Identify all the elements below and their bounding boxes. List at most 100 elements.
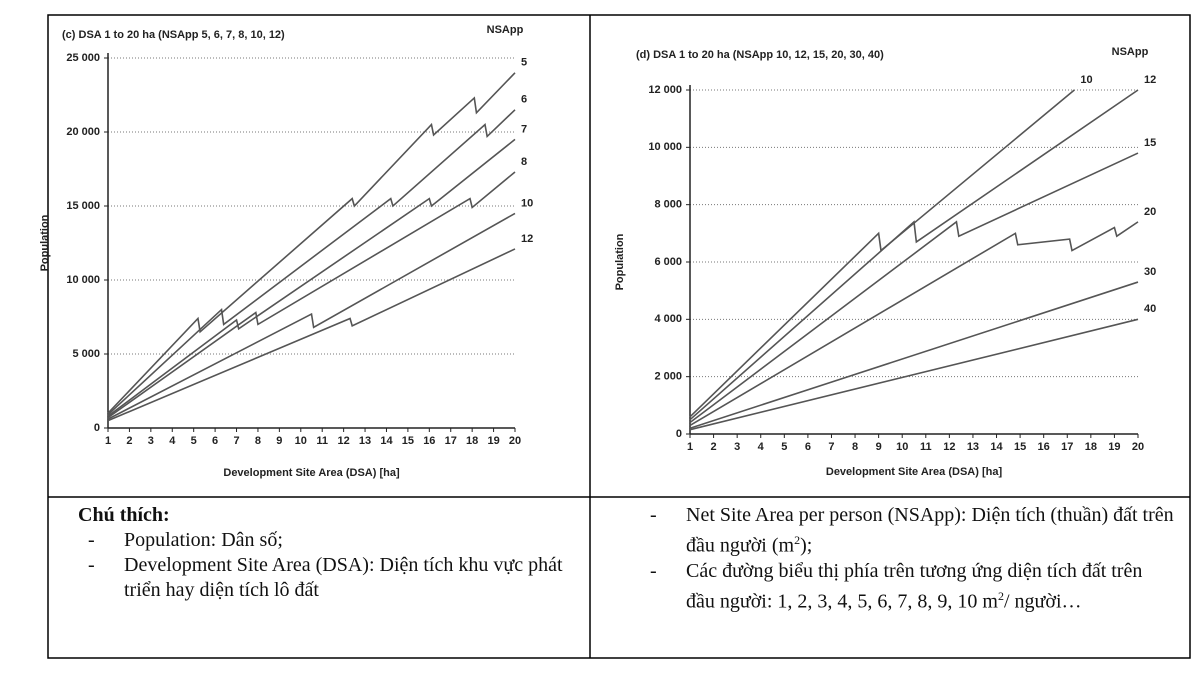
- x-tick-label: 13: [359, 435, 371, 447]
- x-tick-label: 8: [852, 441, 858, 453]
- series-label: 10: [521, 197, 533, 209]
- series-line: [689, 318, 1139, 431]
- x-tick-label: 1: [687, 441, 693, 453]
- x-tick-label: 3: [148, 435, 154, 447]
- x-tick-label: 14: [990, 441, 1003, 453]
- x-tick-label: 9: [876, 441, 882, 453]
- series-line: [689, 152, 1139, 424]
- y-tick-label: 6 000: [654, 256, 682, 268]
- x-tick-label: 15: [1014, 441, 1026, 453]
- series-label: 20: [1144, 206, 1156, 218]
- x-tick-label: 17: [1061, 441, 1073, 453]
- note-item: Net Site Area per person (NSApp): Diện t…: [640, 503, 1175, 559]
- x-tick-label: 10: [295, 435, 307, 447]
- note-item: Development Site Area (DSA): Diện tích k…: [78, 553, 583, 603]
- note-text: Các đường biểu thị phía trên tương ứng d…: [686, 559, 1143, 613]
- series-line: [689, 281, 1139, 430]
- x-tick-label: 20: [509, 435, 521, 447]
- x-tick-label: 4: [169, 435, 176, 447]
- x-tick-label: 18: [466, 435, 478, 447]
- series-line: [689, 89, 1075, 418]
- x-tick-label: 16: [1038, 441, 1050, 453]
- y-tick-label: 20 000: [66, 126, 100, 138]
- x-tick-label: 3: [734, 441, 740, 453]
- x-tick-label: 17: [445, 435, 457, 447]
- y-tick-label: 2 000: [654, 371, 682, 383]
- x-tick-label: 4: [758, 441, 765, 453]
- x-axis-label: Development Site Area (DSA) [ha]: [223, 467, 400, 479]
- note-text: / người…: [1003, 590, 1082, 613]
- x-tick-label: 10: [896, 441, 908, 453]
- series-label: 12: [1144, 74, 1156, 86]
- x-tick-label: 2: [126, 435, 132, 447]
- x-tick-label: 11: [316, 435, 328, 447]
- note-item: Các đường biểu thị phía trên tương ứng d…: [640, 559, 1175, 615]
- annotation: NSApp: [1112, 46, 1149, 58]
- note-sup: 2: [997, 588, 1004, 603]
- y-tick-label: 10 000: [648, 141, 682, 153]
- series-line: [107, 109, 516, 416]
- x-tick-label: 5: [191, 435, 197, 447]
- y-axis-label: Population: [614, 233, 626, 290]
- series-label: 10: [1080, 74, 1092, 86]
- notes-list: Population: Dân số; Development Site Are…: [78, 528, 583, 603]
- x-tick-label: 5: [781, 441, 787, 453]
- series-line: [689, 89, 1139, 421]
- chart-title: (d) DSA 1 to 20 ha (NSApp 10, 12, 15, 20…: [636, 49, 884, 61]
- series-label: 40: [1144, 303, 1156, 315]
- x-tick-label: 7: [233, 435, 239, 447]
- x-tick-label: 12: [338, 435, 350, 447]
- x-tick-label: 14: [380, 435, 393, 447]
- y-tick-label: 0: [676, 428, 682, 440]
- x-tick-label: 19: [487, 435, 499, 447]
- notes-heading: Chú thích:: [78, 504, 170, 526]
- y-tick-label: 25 000: [66, 52, 100, 64]
- y-axis-label: Population: [39, 214, 51, 271]
- note-text: Net Site Area per person (NSApp): Diện t…: [686, 504, 1174, 557]
- series-line: [107, 171, 516, 419]
- x-tick-label: 19: [1108, 441, 1120, 453]
- table-border: [47, 14, 1191, 659]
- series-label: 6: [521, 94, 527, 106]
- x-tick-label: 6: [212, 435, 218, 447]
- x-tick-label: 6: [805, 441, 811, 453]
- x-tick-label: 8: [255, 435, 261, 447]
- series-label: 15: [1144, 137, 1156, 149]
- y-tick-label: 4 000: [654, 313, 682, 325]
- series-label: 7: [521, 123, 527, 135]
- series-label: 5: [521, 57, 527, 69]
- note-sup: 2: [794, 533, 801, 547]
- x-tick-label: 18: [1085, 441, 1097, 453]
- x-tick-label: 2: [711, 441, 717, 453]
- x-tick-label: 7: [828, 441, 834, 453]
- series-label: 12: [521, 233, 533, 245]
- y-tick-label: 5 000: [72, 348, 100, 360]
- notes-list: Net Site Area per person (NSApp): Diện t…: [640, 503, 1175, 614]
- y-tick-label: 0: [94, 422, 100, 434]
- notes-right: Net Site Area per person (NSApp): Diện t…: [640, 503, 1175, 614]
- chart-title: (c) DSA 1 to 20 ha (NSApp 5, 6, 7, 8, 10…: [62, 29, 285, 41]
- series-line: [107, 212, 516, 420]
- series-line: [107, 138, 516, 417]
- series-label: 30: [1144, 266, 1156, 278]
- series-line: [107, 248, 516, 422]
- y-tick-label: 12 000: [648, 84, 682, 96]
- x-tick-label: 1: [105, 435, 111, 447]
- x-tick-label: 16: [423, 435, 435, 447]
- x-tick-label: 9: [276, 435, 282, 447]
- x-tick-label: 13: [967, 441, 979, 453]
- annotation: NSApp: [487, 24, 524, 36]
- x-tick-label: 11: [920, 441, 932, 453]
- note-text: );: [800, 534, 813, 557]
- y-tick-label: 8 000: [654, 199, 682, 211]
- x-tick-label: 20: [1132, 441, 1144, 453]
- series-line: [107, 72, 516, 414]
- y-tick-label: 15 000: [66, 200, 100, 212]
- x-tick-label: 15: [402, 435, 414, 447]
- series-line: [689, 221, 1139, 427]
- x-tick-label: 12: [943, 441, 955, 453]
- x-axis-label: Development Site Area (DSA) [ha]: [826, 466, 1003, 478]
- series-label: 8: [521, 156, 527, 168]
